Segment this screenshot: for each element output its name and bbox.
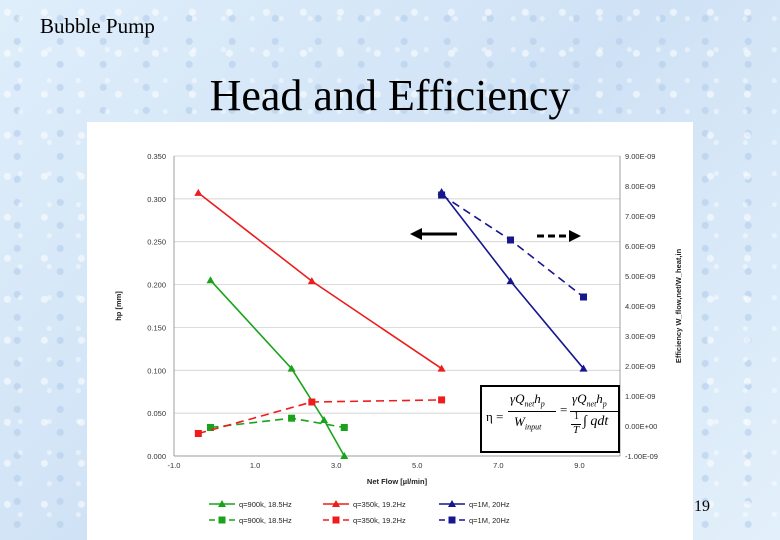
data-point-square [438,396,446,404]
legend-marker [332,516,340,524]
data-point-triangle [579,364,588,372]
y-left-tick-label: 0.050 [147,409,166,418]
formula-num2-tail-sub: p [602,399,607,409]
series-line-4 [198,399,442,435]
slide-title: Head and Efficiency [209,71,571,120]
efficiency-formula: η = γQnethp Winput = γQnethp 1 T ∫ qdt [480,385,620,453]
y-right-tick-label: 4.00E-09 [625,302,655,311]
chart-svg: 0.000 0.050 0.100 0.150 0.200 0.250 0.300 0.350… [114,152,683,525]
y-right-tick-label: 3.00E-09 [625,332,655,341]
data-point-triangle [340,452,349,459]
y-left-tick-label: 0.250 [147,238,166,247]
formula-num2-text: γQ [572,391,587,406]
y-left-tick-label: 0.000 [147,452,166,461]
y-right-tick-label: 9.00E-09 [625,152,655,161]
legend-marker [218,516,226,524]
right-arrow-head [569,230,581,242]
formula-den1-sub: input [524,422,542,432]
formula-num1-tail-sub: p [540,399,545,409]
y-right-tick-label: 2.00E-09 [625,362,655,371]
y-right-tick-label: 8.00E-09 [625,182,655,191]
legend-label: q=1M, 20Hz [469,500,510,509]
formula-num1: γQnethp [510,391,545,409]
page-number: 19 [694,498,710,515]
data-point-square [288,414,296,422]
y-right-tick-label: 1.00E-09 [625,392,655,401]
formula-num1-text: γQ [510,391,525,406]
legend-marker [218,500,226,507]
data-point-triangle [287,364,296,372]
legend-label: q=350k, 19.2Hz [353,500,406,509]
legend-label: q=900k, 18.5Hz [239,516,292,525]
y-left-tick-label: 0.100 [147,366,166,375]
legend-label: q=350k, 19.2Hz [353,516,406,525]
formula-integral: ∫ qdt [583,414,609,429]
y-right-tick-label: -1.00E-09 [625,452,658,461]
x-tick-label: 3.0 [331,461,341,470]
data-point-triangle [506,277,515,285]
y-left-tick-label: 0.300 [147,195,166,204]
data-point-square [507,236,515,244]
formula-eta: η = [486,409,504,424]
data-point-square [206,424,214,431]
x-tick-label: 1.0 [250,461,260,470]
formula-bar1 [508,411,556,412]
left-arrow-head [410,228,422,240]
formula-inner-num: 1 [574,411,579,422]
y-left-axis-title: hp [mm] [114,291,123,321]
y-right-tick-label: 6.00E-09 [625,242,655,251]
y-left-tick-label: 0.350 [147,152,166,161]
formula-den1-text: W [514,414,525,429]
formula-bar2 [570,411,618,412]
legend-marker [332,500,340,507]
formula-num2-sub: net [586,399,597,409]
x-tick-label: 7.0 [493,461,503,470]
x-tick-label: 9.0 [574,461,584,470]
formula-equals: = [560,402,568,417]
y-right-tick-label: 5.00E-09 [625,272,655,281]
y-left-tick-label: 0.150 [147,323,166,332]
data-point-triangle [194,188,203,196]
formula-num1-tail: h [534,391,541,406]
data-point-square [194,430,202,437]
formula-num2: γQnethp [572,391,607,409]
slide-label: Bubble Pump [40,14,155,38]
formula-den1: Winput [514,414,541,432]
data-point-triangle [320,416,329,423]
chart-panel: 0.000 0.050 0.100 0.150 0.200 0.250 0.300 0.350… [87,122,693,540]
x-tick-label: 5.0 [412,461,422,470]
y-left-tick-label: 0.200 [147,281,166,290]
data-point-square [308,398,316,406]
formula-num2-tail: h [596,391,603,406]
data-point-square [340,424,348,431]
y-right-tick-label: 0.00E+00 [625,422,657,431]
formula-num1-sub: net [524,399,535,409]
x-tick-label: -1.0 [168,461,181,470]
legend-marker [448,500,456,507]
y-right-axis-title: Efficiency W_flow,net/W_heat,in [674,248,683,363]
data-point-triangle [307,277,316,285]
y-right-tick-label: 7.00E-09 [625,212,655,221]
data-point-triangle [206,276,215,284]
formula-inner-bar [571,424,581,425]
series-line-1 [197,192,443,370]
formula-inner-den: T [573,424,580,436]
series-line-0 [209,279,345,457]
data-point-triangle [437,364,446,372]
legend-label: q=900k, 18.5Hz [239,500,292,509]
x-axis-title: Net Flow [µl/min] [367,477,428,486]
data-point-square [438,191,446,199]
data-point-square [580,293,588,301]
legend-label: q=1M, 20Hz [469,516,510,525]
legend-marker [448,516,456,524]
